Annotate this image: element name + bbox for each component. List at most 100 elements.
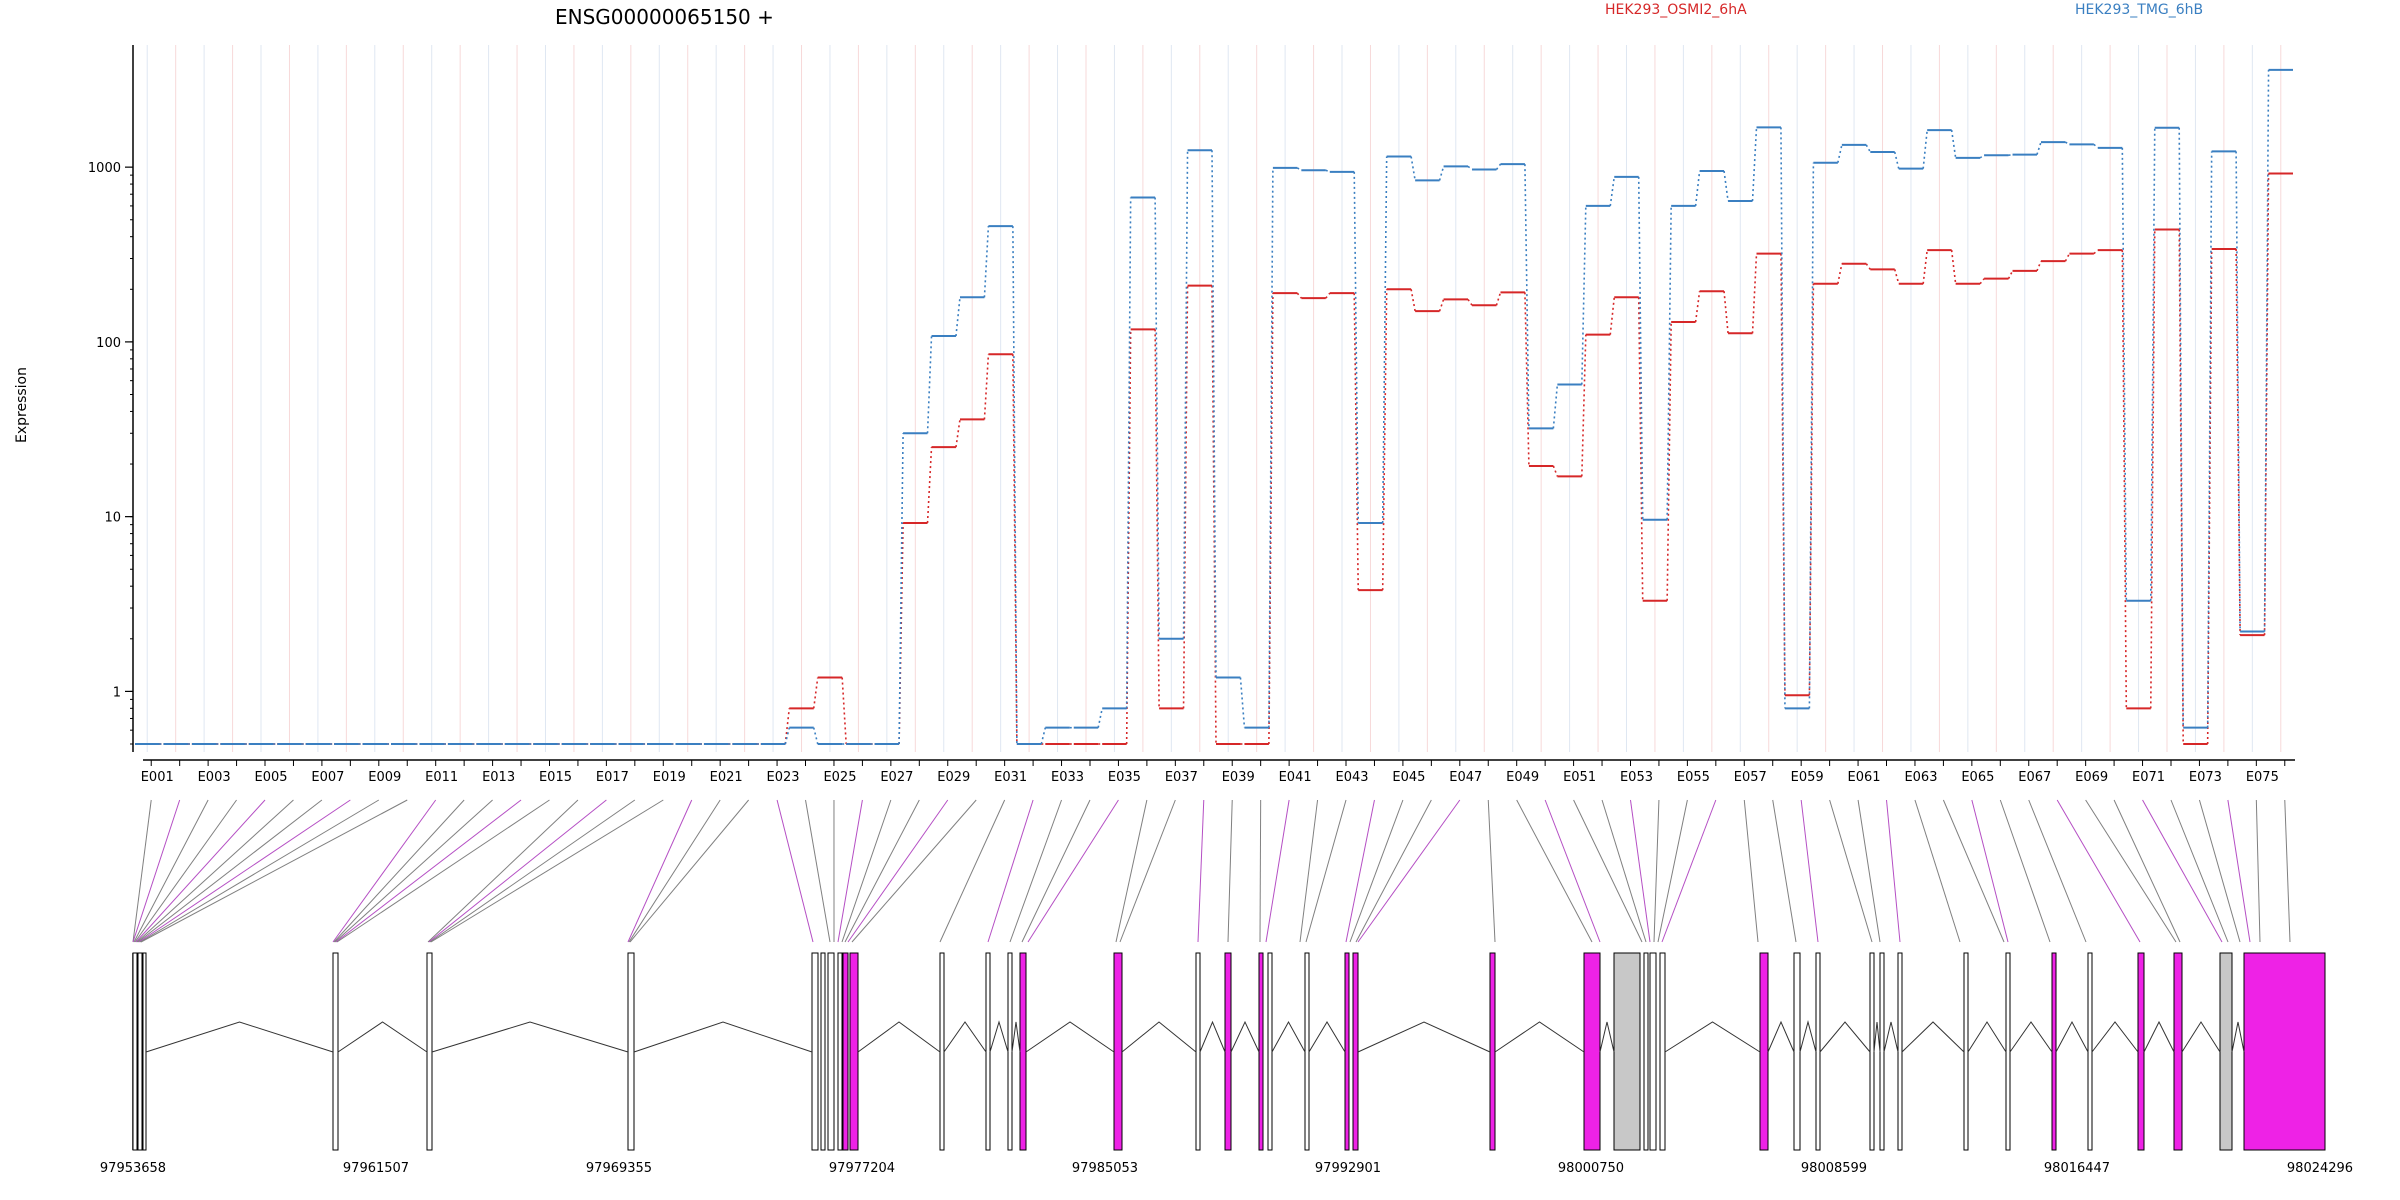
series-connector: [2093, 143, 2099, 149]
exon-block: [426, 952, 433, 1151]
exon-connector: [334, 799, 493, 943]
x-tick-label: E047: [1449, 770, 1482, 785]
exon-connector: [1914, 799, 1961, 943]
exon-block: [811, 952, 819, 1151]
intron-line: [1767, 1020, 1795, 1053]
series-connector: [1325, 169, 1331, 173]
series-connector: [926, 336, 933, 434]
series-connector: [1097, 708, 1103, 728]
exon-connector: [333, 799, 465, 943]
coordinate-label: 97977204: [829, 1161, 895, 1176]
exon-connector: [1573, 799, 1643, 943]
exon-connector: [1305, 799, 1347, 943]
exon-connector: [805, 799, 831, 943]
series-connector: [2036, 260, 2042, 272]
series-connector: [2235, 249, 2241, 636]
exon-connector: [2255, 799, 2261, 943]
y-tick-label: 1: [113, 685, 121, 700]
series-connector: [1211, 150, 1217, 678]
exon-connector: [1259, 799, 1262, 943]
exon-connector: [837, 799, 863, 943]
exon-connector: [132, 799, 181, 943]
series-connector: [2178, 229, 2185, 745]
series-connector: [1495, 292, 1502, 306]
legend-entry-series-2: HEK293_TMG_6hB: [2075, 2, 2203, 18]
intron-line: [431, 1021, 629, 1053]
series-connector: [983, 226, 990, 298]
exon-block: [1224, 952, 1232, 1151]
series-connector: [2008, 153, 2013, 157]
series-connector: [1581, 205, 1587, 385]
series-connector: [1353, 171, 1360, 523]
exon-block: [332, 952, 339, 1151]
exon-connector: [1829, 799, 1873, 943]
series-connector: [1694, 291, 1701, 323]
y-tick-label: 1000: [88, 161, 121, 176]
legend-entry-series-1: HEK293_OSMI2_6hA: [1605, 2, 1747, 18]
series-connector: [1637, 176, 1644, 520]
exon-connector: [140, 799, 408, 943]
series-connector: [1581, 334, 1587, 477]
intron-line: [943, 1021, 987, 1053]
exon-connector: [2028, 799, 2087, 943]
series-connector: [1268, 293, 1274, 745]
x-tick-label: E059: [1791, 770, 1824, 785]
series-connector: [926, 447, 933, 524]
exon-block: [1019, 952, 1027, 1151]
x-tick-label: E045: [1392, 770, 1425, 785]
x-tick-label: E023: [767, 770, 800, 785]
exon-connector: [1772, 799, 1797, 943]
exon-block: [1879, 952, 1885, 1151]
series-connector: [1296, 292, 1302, 299]
series-connector: [1837, 144, 1843, 163]
exon-block: [1897, 952, 1903, 1151]
x-tick-label: E013: [482, 770, 515, 785]
series-connector: [1410, 289, 1416, 312]
intron-line: [1308, 1021, 1346, 1053]
intron-line: [2143, 1020, 2175, 1053]
exon-connector: [429, 799, 636, 943]
series-connector: [2206, 151, 2213, 728]
series-connector: [2093, 249, 2099, 255]
series-connector: [1524, 292, 1530, 466]
x-tick-label: E071: [2132, 770, 2165, 785]
exon-connector: [135, 799, 266, 943]
exon-connector: [1657, 799, 1688, 943]
exon-block: [1869, 952, 1875, 1151]
exon-connector: [1886, 799, 1901, 943]
exon-block: [849, 952, 859, 1151]
exon-connector: [1355, 799, 1432, 943]
exon-block: [1267, 952, 1273, 1151]
series-connector: [1410, 156, 1416, 181]
intron-line: [2091, 1021, 2139, 1053]
series-connector: [1780, 127, 1786, 709]
exon-block: [1583, 952, 1601, 1151]
series-connector: [1438, 166, 1445, 181]
exon-connector: [2170, 799, 2229, 943]
intron-line: [1011, 1021, 1021, 1053]
exon-connector: [1299, 799, 1319, 943]
exon-block: [142, 952, 147, 1151]
exon-connector: [336, 799, 550, 943]
exon-block: [1659, 952, 1666, 1151]
exon-connector: [939, 799, 1006, 943]
exon-connector: [847, 799, 949, 943]
intron-line: [1230, 1020, 1260, 1053]
exon-connector: [2142, 799, 2223, 943]
exon-connector: [332, 799, 437, 943]
series-connector: [1723, 291, 1729, 334]
coordinate-label: 98000750: [1558, 1161, 1624, 1176]
x-tick-label: E037: [1165, 770, 1198, 785]
x-tick-label: E053: [1620, 770, 1653, 785]
y-axis: 1 10 100 1000: [88, 45, 134, 752]
x-tick-label: E063: [1904, 770, 1937, 785]
coordinate-label: 97992901: [1315, 1161, 1381, 1176]
exon-connector: [1800, 799, 1819, 943]
x-tick-label: E049: [1506, 770, 1539, 785]
series-connector: [1723, 170, 1729, 202]
exon-connector: [1021, 799, 1091, 943]
exon-connector: [133, 799, 209, 943]
series-connector: [841, 677, 847, 745]
exon-connector: [1357, 799, 1461, 943]
series-connector: [898, 433, 904, 745]
